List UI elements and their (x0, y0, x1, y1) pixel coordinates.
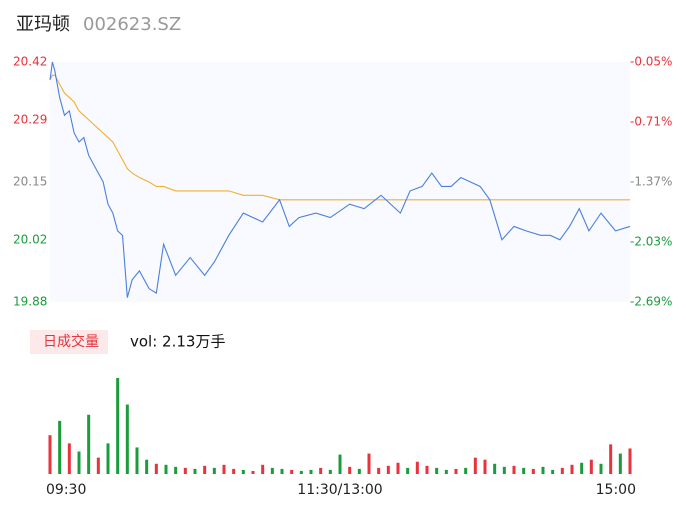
y2-tick-label: -2.03% (630, 235, 672, 249)
volume-bar (541, 466, 545, 474)
volume-bar (454, 468, 458, 474)
volume-bar (193, 468, 197, 474)
y-tick-label: 19.88 (13, 295, 47, 309)
volume-bar (367, 453, 371, 474)
volume-bar (328, 469, 332, 474)
x-tick-label: 15:00 (596, 482, 636, 498)
volume-bar (464, 467, 468, 474)
volume-title: 日成交量 (43, 333, 99, 350)
volume-bar (377, 467, 381, 474)
volume-bar (444, 469, 448, 474)
y2-tick-label: -0.05% (630, 55, 672, 69)
volume-bar (145, 459, 149, 474)
volume-bar (512, 465, 516, 474)
volume-bar (154, 463, 158, 474)
price-line (49, 61, 631, 298)
volume-bar (48, 435, 52, 474)
volume-bar (522, 467, 526, 474)
volume-bar (396, 462, 400, 474)
volume-bar (67, 443, 71, 474)
volume-bar (135, 447, 139, 474)
volume-bar (96, 457, 100, 474)
volume-bar (628, 448, 632, 474)
y-tick-label: 20.29 (13, 112, 47, 126)
volume-bar (560, 467, 564, 474)
volume-bar (241, 469, 245, 474)
volume-bar (164, 464, 168, 474)
volume-bar (599, 463, 603, 474)
volume-bar (58, 420, 62, 474)
volume-bar (435, 467, 439, 474)
volume-bar (280, 468, 284, 474)
y2-tick-label: -0.71% (630, 115, 672, 129)
volume-bar (174, 466, 178, 474)
volume-bar (261, 464, 265, 474)
volume-bar (348, 466, 352, 474)
volume-bar (299, 470, 303, 474)
y-tick-label: 20.42 (13, 55, 47, 69)
volume-bar (290, 469, 294, 474)
volume-bar (589, 459, 593, 474)
y-tick-label: 20.15 (13, 175, 47, 189)
volume-bar (493, 463, 497, 474)
volume-bar (270, 467, 274, 474)
volume-bar (77, 451, 81, 474)
volume-bar (116, 378, 120, 474)
volume-bar (309, 469, 313, 474)
volume-bar (357, 468, 361, 474)
volume-bar (183, 467, 187, 474)
volume-bar (232, 468, 236, 474)
volume-bar (406, 467, 410, 474)
volume-bar (570, 464, 574, 474)
volume-bar (609, 444, 613, 474)
volume-bar (551, 469, 555, 474)
volume-bar (222, 464, 226, 474)
plot-area (50, 62, 630, 302)
x-tick-label: 09:30 (46, 482, 86, 498)
volume-bar (338, 454, 342, 474)
y2-tick-label: -2.69% (630, 295, 672, 309)
volume-bar (106, 443, 110, 474)
volume-bar (125, 404, 129, 474)
price-line (49, 74, 630, 201)
volume-bar (87, 414, 91, 474)
volume-bar (251, 470, 255, 474)
volume-bar (473, 457, 477, 474)
volume-bar (502, 466, 506, 474)
volume-bar (580, 462, 584, 474)
volume-bar (386, 465, 390, 474)
volume-bar (618, 453, 622, 474)
stock-name: 亚玛顿 (16, 14, 70, 35)
y-tick-label: 20.02 (13, 232, 47, 246)
volume-bar (212, 467, 216, 474)
volume-bar (483, 459, 487, 474)
volume-bar (203, 465, 207, 474)
volume-badge (30, 330, 108, 354)
x-tick-label: 11:30/13:00 (297, 482, 382, 498)
volume-label: vol: 2.13万手 (130, 333, 225, 351)
y2-tick-label: -1.37% (630, 175, 672, 189)
volume-bar (531, 468, 535, 474)
volume-bar (425, 465, 429, 474)
volume-bar (415, 461, 419, 474)
stock-code: 002623.SZ (83, 14, 181, 35)
volume-bar (319, 467, 323, 474)
